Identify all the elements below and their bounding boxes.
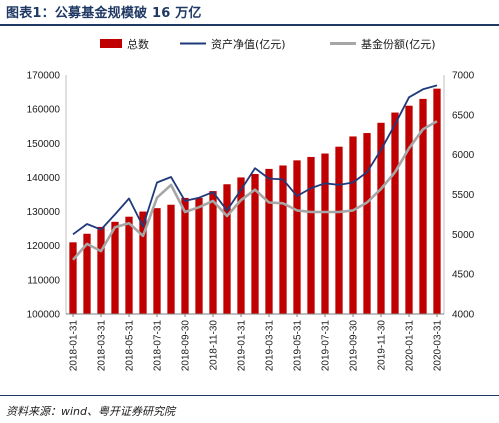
line-net-asset-value [72, 84, 438, 236]
bar-total [209, 191, 217, 314]
legend-label: 基金份额(亿元) [361, 37, 436, 51]
bar-total [279, 165, 287, 314]
bar-total [405, 105, 413, 314]
x-tick-label: 2018-11-30 [209, 320, 220, 371]
source-divider [0, 395, 499, 396]
bar-total [363, 133, 371, 314]
bar-total [125, 216, 133, 314]
left-y-tick-label: 140000 [27, 173, 61, 184]
legend-label: 总数 [127, 37, 149, 51]
bar-total [195, 197, 203, 314]
left-y-tick-label: 150000 [27, 139, 61, 150]
bar-total [223, 184, 231, 314]
bar-total [167, 204, 175, 314]
x-tick-label: 2020-01-31 [405, 320, 416, 372]
x-tick-label: 2019-03-31 [265, 320, 276, 372]
left-y-tick-label: 120000 [27, 241, 61, 252]
bar-series [69, 88, 441, 315]
x-axis: 2018-01-31 2018-03-31 2018-05-31 2018-07-31… [66, 313, 444, 372]
right-y-tick-label: 6500 [452, 110, 475, 121]
chart-title: 图表1：公募基金规模破 16 万亿 [6, 6, 202, 21]
legend-swatch-total [100, 39, 122, 48]
chart-legend: 总数 资产净值(亿元) 基金份额(亿元) [100, 37, 436, 51]
bar-total [153, 208, 161, 314]
x-tick-label: 2018-07-31 [153, 320, 164, 372]
right-y-tick-label: 6000 [452, 150, 475, 161]
bar-total [377, 122, 385, 314]
left-y-tick-label: 170000 [27, 71, 61, 82]
line-series [72, 84, 438, 261]
source-note: 资料来源：wind、粤开证券研究院 [6, 405, 176, 418]
right-y-tick-label: 5000 [452, 230, 475, 241]
bar-total [139, 211, 147, 314]
bar-total [293, 160, 301, 314]
left-y-tick-label: 130000 [27, 207, 61, 218]
bar-total [391, 112, 399, 314]
x-tick-label: 2018-09-30 [181, 320, 192, 372]
bar-total [335, 146, 343, 314]
left-y-tick-label: 160000 [27, 105, 61, 116]
x-tick-label: 2018-01-31 [69, 320, 80, 372]
bar-total [69, 242, 77, 314]
x-tick-label: 2019-11-30 [377, 320, 388, 371]
bar-total [251, 174, 259, 314]
x-tick-label: 2018-05-31 [125, 320, 136, 372]
x-tick-label: 2019-09-30 [349, 320, 360, 372]
fund-scale-chart: 总数 资产净值(亿元) 基金份额(亿元) 100000 110000 120000 130… [27, 37, 475, 372]
x-tick-label: 2019-07-31 [321, 320, 332, 372]
right-y-axis: 4000 4500 5000 5500 6000 6500 7000 [443, 71, 475, 321]
x-tick-label: 2018-03-31 [97, 320, 108, 372]
bar-total [419, 98, 427, 315]
bar-total [111, 221, 119, 314]
x-tick-label: 2020-03-31 [433, 320, 444, 372]
bar-total [265, 168, 273, 314]
right-y-tick-label: 4500 [452, 270, 475, 281]
bar-total [433, 88, 441, 315]
left-y-tick-label: 100000 [27, 310, 61, 321]
right-y-tick-label: 4000 [452, 310, 475, 321]
title-divider [0, 24, 499, 26]
right-y-tick-label: 5500 [452, 190, 475, 201]
left-y-axis: 100000 110000 120000 130000 140000 150000 1600… [27, 71, 67, 321]
bar-total [307, 156, 315, 314]
left-y-tick-label: 110000 [27, 275, 60, 286]
bar-total [321, 153, 329, 314]
bar-total [349, 136, 357, 314]
bar-total [181, 197, 189, 314]
legend-label: 资产净值(亿元) [211, 37, 286, 51]
x-tick-label: 2019-05-31 [293, 320, 304, 372]
bar-total [237, 177, 245, 314]
bar-total [97, 226, 105, 314]
right-y-tick-label: 7000 [452, 71, 475, 82]
line-fund-shares [72, 120, 438, 261]
x-tick-label: 2019-01-31 [237, 320, 248, 372]
bar-total [83, 233, 91, 314]
